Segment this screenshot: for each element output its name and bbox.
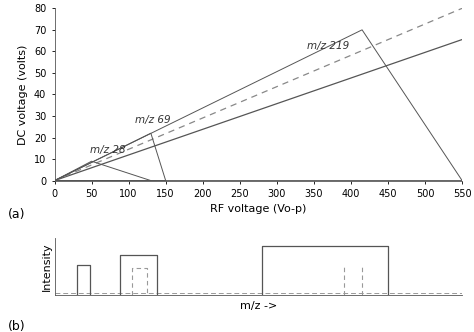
Text: (a): (a) [8,208,25,221]
Text: m/z 28: m/z 28 [90,145,126,155]
X-axis label: RF voltage (Vo-p): RF voltage (Vo-p) [210,205,307,214]
Text: m/z 219: m/z 219 [307,42,349,51]
Y-axis label: DC voltage (volts): DC voltage (volts) [18,44,28,145]
Y-axis label: Intensity: Intensity [42,242,52,291]
X-axis label: m/z ->: m/z -> [240,301,277,311]
Text: (b): (b) [8,320,25,332]
Text: m/z 69: m/z 69 [135,115,170,124]
